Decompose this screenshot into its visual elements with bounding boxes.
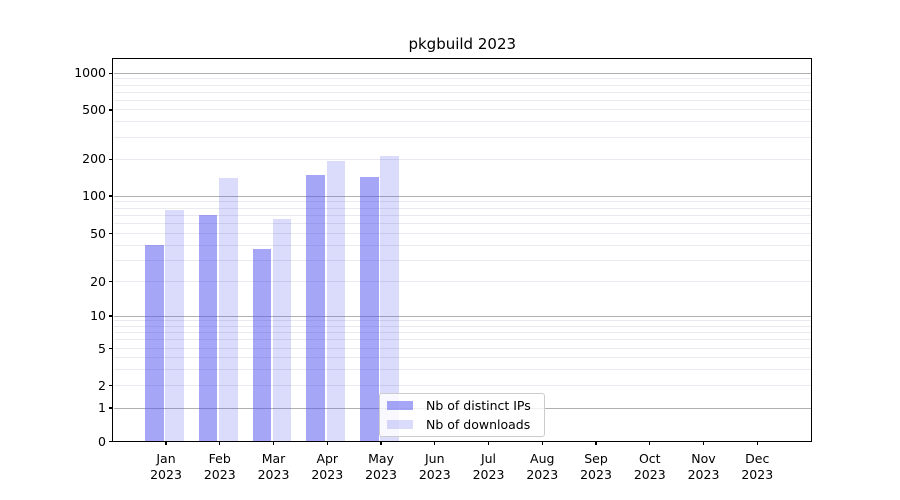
gridline-y-60 bbox=[113, 223, 811, 225]
ytick-mark-2 bbox=[109, 384, 113, 387]
gridline-y-50 bbox=[113, 233, 811, 235]
gridline-y-80 bbox=[113, 207, 811, 209]
gridline-y-700 bbox=[113, 91, 811, 93]
ytick-mark-20 bbox=[109, 281, 113, 283]
legend-label-downloads: Nb of downloads bbox=[426, 416, 531, 432]
gridline-y-30 bbox=[113, 259, 811, 261]
gridline-y-2 bbox=[113, 385, 811, 386]
xtick-label-jul: Jul 2023 bbox=[472, 451, 505, 482]
xtick-label-dec: Dec 2023 bbox=[741, 451, 774, 482]
xtick-mark-feb bbox=[219, 441, 221, 446]
legend-item-downloads: Nb of downloads bbox=[387, 417, 538, 432]
xtick-label-aug: Aug 2023 bbox=[526, 451, 559, 482]
gridline-y-40 bbox=[113, 244, 811, 246]
ytick-label-20: 20 bbox=[90, 273, 106, 289]
xtick-label-jun: Jun 2023 bbox=[418, 451, 451, 482]
xtick-mark-oct bbox=[649, 441, 651, 446]
xtick-mark-mar bbox=[272, 441, 275, 446]
gridline-y-400 bbox=[113, 121, 811, 123]
ytick-mark-10 bbox=[109, 315, 113, 317]
gridline-y-9 bbox=[113, 320, 811, 322]
xtick-label-sep: Sep 2023 bbox=[580, 451, 612, 482]
ytick-mark-50 bbox=[109, 233, 113, 235]
ytick-label-100: 100 bbox=[82, 188, 106, 203]
legend-swatch-downloads bbox=[387, 420, 413, 429]
bar-downloads-feb bbox=[219, 178, 238, 442]
gridline-y-300 bbox=[113, 136, 811, 138]
ytick-mark-1 bbox=[109, 407, 113, 409]
ytick-label-10: 10 bbox=[90, 308, 106, 323]
xtick-mark-jun bbox=[434, 441, 436, 446]
xtick-mark-jul bbox=[487, 441, 490, 446]
legend: Nb of distinct IPs Nb of downloads bbox=[379, 393, 545, 437]
ytick-mark-1000 bbox=[109, 72, 113, 74]
ytick-label-200: 200 bbox=[82, 151, 106, 167]
gridline-y-5 bbox=[113, 348, 811, 349]
gridline-y-7 bbox=[113, 332, 811, 334]
plot-area bbox=[113, 59, 811, 442]
gridline-y-4 bbox=[113, 357, 811, 359]
xtick-mark-nov bbox=[702, 441, 705, 446]
gridline-y-6 bbox=[113, 339, 811, 341]
bar-distinct-ips-jan bbox=[145, 245, 164, 442]
bar-downloads-apr bbox=[326, 161, 346, 442]
xtick-mark-dec bbox=[756, 441, 758, 446]
ytick-label-50: 50 bbox=[90, 225, 106, 241]
gridline-y-3 bbox=[113, 368, 811, 370]
ytick-label-500: 500 bbox=[82, 101, 106, 117]
ytick-label-1: 1 bbox=[98, 400, 106, 416]
gridline-y-600 bbox=[113, 99, 811, 101]
xtick-label-oct: Oct 2023 bbox=[633, 451, 666, 482]
xtick-mark-aug bbox=[541, 441, 543, 446]
ytick-mark-100 bbox=[109, 195, 113, 197]
gridline-y-500 bbox=[113, 109, 811, 111]
bar-downloads-may bbox=[380, 155, 399, 442]
bar-downloads-mar bbox=[272, 219, 292, 442]
ytick-mark-0 bbox=[109, 440, 113, 443]
ytick-mark-500 bbox=[109, 109, 113, 111]
gridline-y-1000 bbox=[113, 72, 811, 74]
xtick-mark-sep bbox=[595, 441, 597, 446]
ytick-mark-5 bbox=[109, 347, 113, 350]
bar-distinct-ips-may bbox=[360, 177, 379, 442]
xtick-label-jan: Jan 2023 bbox=[150, 451, 182, 482]
bar-downloads-jan bbox=[165, 209, 184, 442]
bar-distinct-ips-apr bbox=[306, 174, 325, 442]
bar-distinct-ips-mar bbox=[252, 249, 271, 442]
ytick-mark-200 bbox=[109, 158, 113, 160]
gridline-y-90 bbox=[113, 201, 811, 203]
chart-title: pkgbuild 2023 bbox=[408, 35, 517, 53]
legend-label-distinct-ips: Nb of distinct IPs bbox=[426, 397, 531, 413]
ytick-label-2: 2 bbox=[98, 377, 106, 393]
xtick-label-may: May 2023 bbox=[365, 451, 397, 482]
ytick-label-5: 5 bbox=[98, 340, 106, 356]
bar-distinct-ips-feb bbox=[198, 215, 218, 442]
gridline-y-800 bbox=[113, 84, 811, 86]
xtick-mark-may bbox=[380, 441, 382, 446]
gridline-y-20 bbox=[113, 281, 811, 283]
legend-swatch-distinct-ips bbox=[387, 401, 413, 410]
xtick-label-feb: Feb 2023 bbox=[203, 451, 236, 482]
gridline-y-10 bbox=[113, 315, 811, 317]
legend-item-distinct-ips: Nb of distinct IPs bbox=[387, 398, 538, 413]
gridline-y-900 bbox=[113, 78, 811, 80]
xtick-mark-apr bbox=[326, 441, 328, 446]
gridline-y-200 bbox=[113, 158, 811, 160]
xtick-label-apr: Apr 2023 bbox=[311, 451, 344, 482]
gridline-y-70 bbox=[113, 214, 811, 216]
xtick-mark-jan bbox=[165, 441, 167, 446]
gridline-y-8 bbox=[113, 325, 811, 327]
ytick-label-1000: 1000 bbox=[74, 65, 106, 81]
ytick-label-0: 0 bbox=[98, 433, 106, 449]
xtick-label-nov: Nov 2023 bbox=[687, 451, 720, 482]
xtick-label-mar: Mar 2023 bbox=[257, 451, 290, 482]
gridline-y-100 bbox=[113, 195, 811, 197]
